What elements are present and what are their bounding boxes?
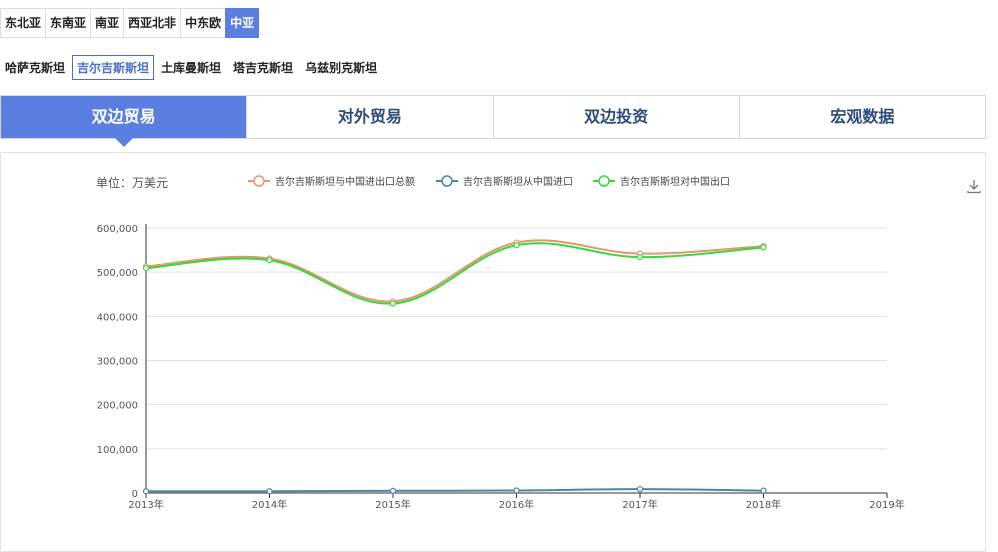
x-tick-label: 2019年 (869, 498, 904, 511)
series-1-point (266, 488, 273, 495)
country-tab-3[interactable]: 塔吉克斯坦 (233, 60, 294, 75)
series-line-2 (145, 242, 764, 305)
region-tab-1[interactable]: 东南亚 (45, 8, 92, 38)
region-tab-3[interactable]: 西亚北非 (123, 8, 182, 38)
region-tab-5[interactable]: 中亚 (225, 8, 260, 38)
x-tick-label: 2017年 (622, 498, 657, 511)
legend-marker (253, 175, 265, 187)
y-tick-label: 600,000 (97, 224, 138, 235)
x-tick-label: 2013年 (128, 498, 163, 511)
download-icon[interactable] (966, 178, 982, 194)
y-tick-label: 200,000 (97, 401, 138, 412)
legend-label: 吉尔吉斯斯坦对中国出口 (620, 175, 730, 188)
y-tick-label: 300,000 (97, 357, 138, 368)
legend-label: 吉尔吉斯斯坦与中国进出口总额 (275, 175, 415, 188)
legend-marker (598, 175, 610, 187)
country-tab-4[interactable]: 乌兹别克斯坦 (305, 60, 378, 75)
y-tick-label: 0 (132, 489, 138, 500)
country-tab-0[interactable]: 哈萨克斯坦 (5, 60, 66, 75)
section-tab-2[interactable]: 双边投资 (492, 96, 739, 138)
region-tab-4[interactable]: 中东欧 (180, 8, 227, 38)
series-1-point (142, 488, 150, 495)
x-tick-label: 2018年 (746, 498, 781, 511)
y-tick-label: 400,000 (97, 312, 138, 323)
section-tabs: 双边贸易 对外贸易 双边投资 宏观数据 (0, 95, 986, 147)
chart-panel (0, 152, 986, 552)
country-tab-2[interactable]: 土库曼斯坦 (161, 60, 222, 75)
region-tab-2[interactable]: 南亚 (90, 8, 125, 38)
section-tab-3[interactable]: 宏观数据 (738, 96, 985, 138)
legend-label: 吉尔吉斯斯坦从中国进口 (463, 175, 573, 188)
series-line-1 (145, 488, 764, 493)
legend-marker (441, 175, 453, 187)
series-2-point (142, 265, 150, 272)
x-tick-label: 2015年 (375, 498, 410, 511)
section-tab-1[interactable]: 对外贸易 (246, 96, 493, 138)
series-1-point (760, 487, 767, 494)
series-line-0 (145, 239, 764, 303)
y-tick-label: 100,000 (97, 445, 138, 456)
region-tabs: 东北亚 东南亚 南亚 西亚北非 中东欧 中亚 (0, 8, 260, 38)
series-2-point (636, 254, 644, 261)
country-tab-1[interactable]: 吉尔吉斯斯坦 (72, 54, 155, 80)
country-tabs: 哈萨克斯坦 吉尔吉斯斯坦 土库曼斯坦 塔吉克斯坦 乌兹别克斯坦 (0, 54, 384, 80)
series-2-point (389, 300, 397, 307)
unit-label: 单位：万美元 (96, 176, 169, 190)
legend-item-2[interactable]: 吉尔吉斯斯坦对中国出口 (593, 175, 730, 188)
series-2-point (760, 244, 767, 251)
y-tick-label: 500,000 (97, 268, 138, 279)
legend-item-0[interactable]: 吉尔吉斯斯坦与中国进出口总额 (248, 175, 415, 188)
series-2-point (266, 257, 273, 264)
series-1-point (636, 486, 644, 493)
region-tab-0[interactable]: 东北亚 (0, 8, 47, 38)
legend-item-1[interactable]: 吉尔吉斯斯坦从中国进口 (436, 175, 573, 188)
section-tab-0[interactable]: 双边贸易 (1, 96, 247, 147)
line-chart: 0 100,000 200,000 300,000 400,000 500,000 600,… (97, 175, 905, 511)
series-1-point (389, 487, 397, 494)
x-tick-label: 2016年 (499, 498, 534, 511)
series-1-point (513, 487, 520, 494)
series-2-point (513, 242, 520, 249)
x-tick-label: 2014年 (252, 498, 287, 511)
